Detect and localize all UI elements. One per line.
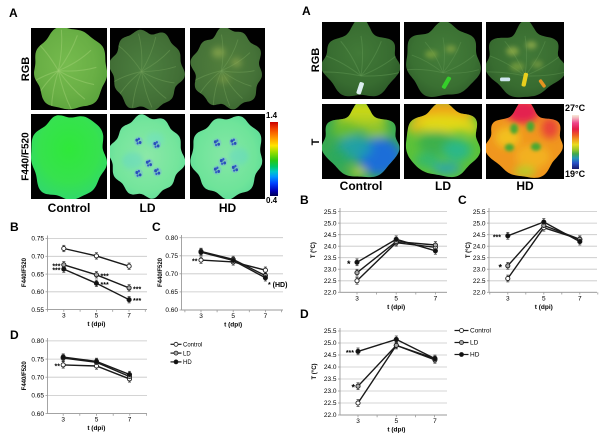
svg-text:HD: HD [470,352,480,359]
svg-text:22.0: 22.0 [473,290,486,297]
svg-text:***: *** [52,268,60,275]
svg-text:0.60: 0.60 [31,411,44,418]
svg-text:24.5: 24.5 [324,352,337,359]
svg-text:t (dpi): t (dpi) [535,304,553,311]
svg-text:25.0: 25.0 [473,220,486,227]
svg-text:3: 3 [355,295,359,302]
svg-text:***: *** [346,350,354,357]
svg-text:23.5: 23.5 [324,376,337,383]
svg-text:23.5: 23.5 [473,255,486,262]
svg-text:LD: LD [470,340,479,347]
svg-text:5: 5 [394,295,398,302]
svg-text:F440/F520: F440/F520 [158,257,164,287]
svg-text:***: *** [133,286,141,293]
svg-text:* (HD): * (HD) [268,282,287,289]
svg-text:3: 3 [356,418,360,425]
svg-text:22.5: 22.5 [324,400,337,407]
svg-text:C: C [458,193,467,207]
svg-text:7: 7 [128,417,132,424]
svg-text:0.70: 0.70 [31,374,44,381]
svg-text:3: 3 [199,313,203,320]
svg-text:T (°C): T (°C) [311,242,317,258]
svg-text:5: 5 [394,418,398,425]
svg-text:0.75: 0.75 [31,236,44,243]
svg-text:**: ** [192,259,198,266]
svg-text:23.5: 23.5 [324,255,337,262]
svg-text:5: 5 [95,313,99,320]
svg-text:F440/F520: F440/F520 [22,361,28,391]
svg-text:0.65: 0.65 [31,393,44,400]
svg-text:B: B [10,220,19,234]
svg-text:23.0: 23.0 [473,266,486,273]
svg-text:7: 7 [264,313,268,320]
svg-text:Control: Control [470,328,492,335]
svg-text:24.5: 24.5 [324,232,337,239]
svg-text:24.0: 24.0 [324,364,337,371]
svg-text:25.0: 25.0 [324,340,337,347]
svg-text:0.60: 0.60 [165,307,178,314]
svg-text:5: 5 [95,417,99,424]
svg-text:B: B [300,193,309,207]
svg-text:F440/F520: F440/F520 [22,257,28,287]
svg-text:T (°C): T (°C) [312,363,318,379]
svg-text:22.0: 22.0 [324,412,337,419]
svg-text:25.0: 25.0 [324,220,337,227]
svg-text:3: 3 [61,417,65,424]
svg-text:24.0: 24.0 [473,243,486,250]
svg-text:7: 7 [434,295,438,302]
svg-text:22.5: 22.5 [473,278,486,285]
svg-text:**: ** [55,363,61,370]
svg-text:0.55: 0.55 [31,307,44,314]
svg-text:7: 7 [433,418,437,425]
svg-text:23.0: 23.0 [324,266,337,273]
svg-text:*: * [498,262,502,272]
svg-text:0.75: 0.75 [165,253,178,260]
svg-text:T (°C): T (°C) [466,242,472,258]
svg-text:t (dpi): t (dpi) [87,321,105,328]
svg-text:***: *** [101,273,109,280]
svg-text:***: *** [493,234,501,241]
svg-text:24.5: 24.5 [473,232,486,239]
svg-text:7: 7 [578,295,582,302]
svg-text:0.80: 0.80 [165,235,178,242]
svg-text:***: *** [52,263,60,270]
svg-text:0.60: 0.60 [31,289,44,296]
svg-text:22.0: 22.0 [324,290,337,297]
svg-text:t (dpi): t (dpi) [387,427,405,434]
svg-text:*: * [351,383,355,393]
svg-text:0.70: 0.70 [165,271,178,278]
svg-text:23.0: 23.0 [324,388,337,395]
svg-text:t (dpi): t (dpi) [87,425,105,432]
svg-text:7: 7 [127,313,131,320]
svg-text:3: 3 [62,313,66,320]
svg-text:25.5: 25.5 [324,209,337,216]
svg-text:25.5: 25.5 [473,209,486,216]
svg-text:24.0: 24.0 [324,243,337,250]
svg-text:5: 5 [542,295,546,302]
svg-text:25.5: 25.5 [324,328,337,335]
svg-text:C: C [152,220,161,234]
svg-text:Control: Control [183,343,202,349]
svg-text:*: * [347,259,351,269]
svg-text:D: D [10,328,19,342]
svg-text:***: *** [133,298,141,305]
svg-text:0.65: 0.65 [165,289,178,296]
svg-text:LD: LD [183,351,191,357]
svg-text:***: *** [101,282,109,289]
svg-text:0.70: 0.70 [31,253,44,260]
svg-text:0.65: 0.65 [31,271,44,278]
svg-text:22.5: 22.5 [324,278,337,285]
svg-text:HD: HD [183,360,192,366]
svg-text:t (dpi): t (dpi) [387,304,405,311]
svg-text:0.80: 0.80 [31,338,44,345]
svg-text:D: D [300,307,309,321]
svg-text:3: 3 [506,295,510,302]
svg-text:t (dpi): t (dpi) [224,322,242,329]
svg-text:5: 5 [231,313,235,320]
svg-text:0.75: 0.75 [31,356,44,363]
